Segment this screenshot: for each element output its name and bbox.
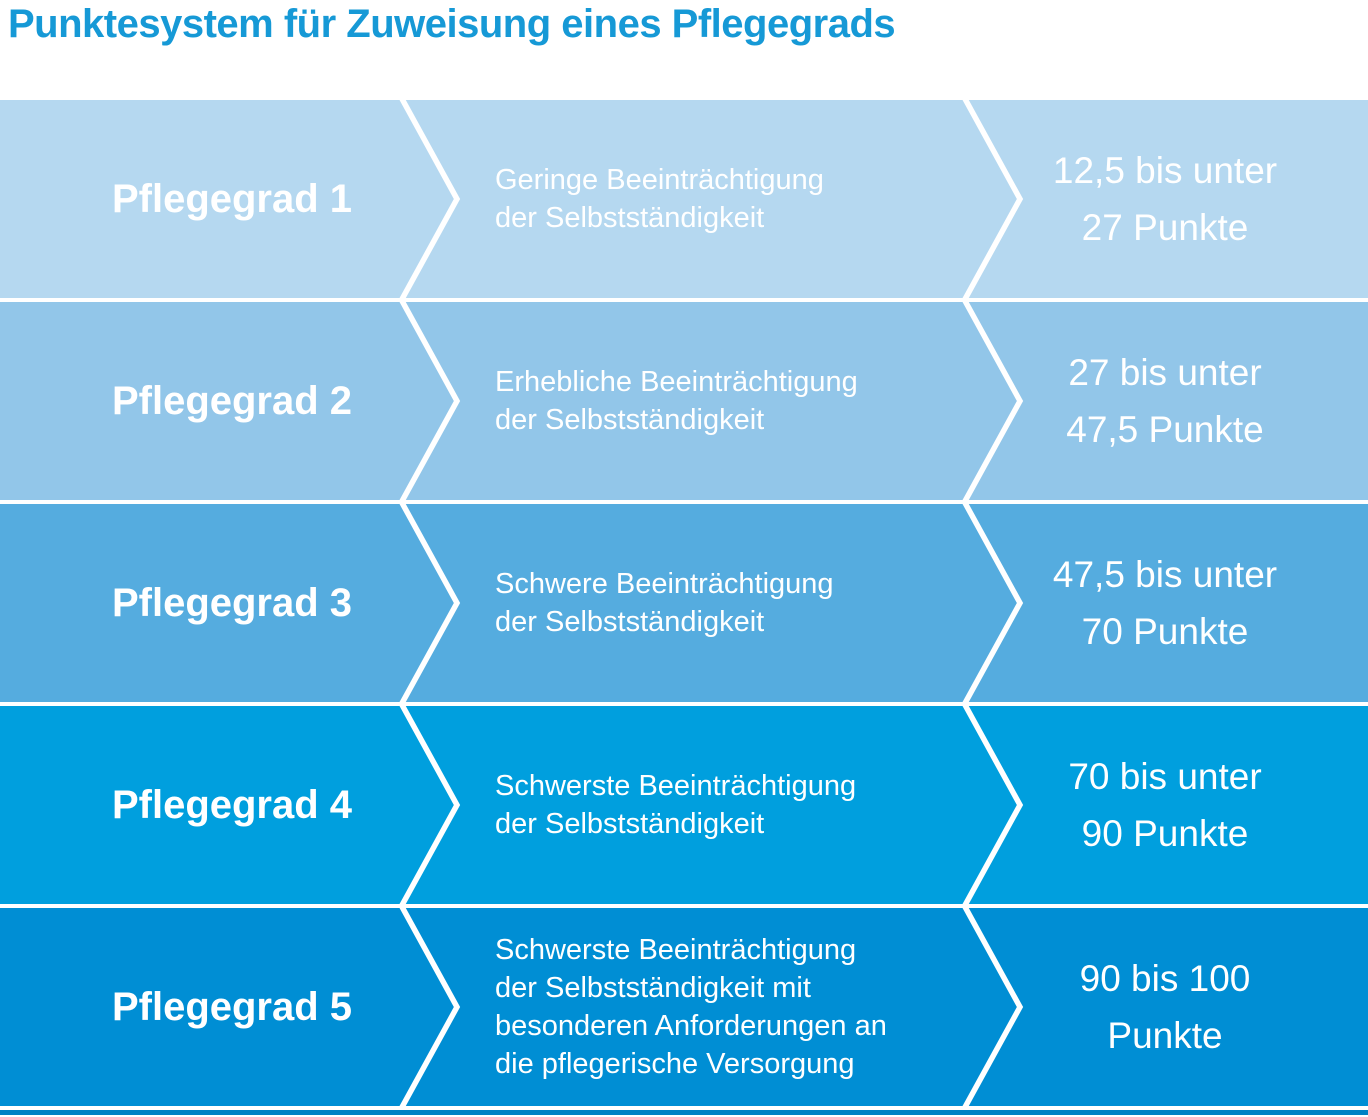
- pflegegrad-row: Pflegegrad 5 Schwerste Beeinträchtigung …: [0, 908, 1368, 1106]
- description-text: Geringe Beeinträchtigung der Selbstständ…: [495, 164, 824, 234]
- points-text: 47,5 bis unter 70 Punkte: [1052, 554, 1278, 652]
- grade-label: Pflegegrad 1: [111, 176, 353, 221]
- chevron-right-icon: [399, 504, 461, 702]
- chevron-right-icon: [962, 706, 1024, 904]
- chevron-right-icon: [399, 100, 461, 298]
- chevron-right-icon: [399, 908, 461, 1106]
- description-text: Schwere Beeinträchtigung der Selbstständ…: [495, 568, 834, 638]
- grade-label: Pflegegrad 4: [111, 782, 353, 827]
- points-text: 70 bis unter 90 Punkte: [1068, 756, 1262, 854]
- pflegegrad-row: Pflegegrad 1 Geringe Beeinträchtigung de…: [0, 100, 1368, 298]
- points-text: 12,5 bis unter 27 Punkte: [1052, 150, 1278, 248]
- description-text: Schwerste Beeinträchtigung der Selbststä…: [495, 934, 887, 1080]
- chevron-right-icon: [399, 706, 461, 904]
- pflegegrad-row: Pflegegrad 4 Schwerste Beeinträchtigung …: [0, 706, 1368, 904]
- description-text: Erhebliche Beeinträchtigung der Selbstst…: [495, 366, 858, 436]
- grade-label: Pflegegrad 2: [111, 378, 353, 423]
- care-grade-diagram: Pflegegrad 1 Geringe Beeinträchtigung de…: [0, 100, 1368, 1115]
- chevron-right-icon: [962, 100, 1024, 298]
- chevron-right-icon: [962, 302, 1024, 500]
- chevron-right-icon: [962, 504, 1024, 702]
- points-text: 90 bis 100 Punkte: [1079, 958, 1251, 1056]
- page-title: Punktesystem für Zuweisung eines Pflegeg…: [8, 2, 896, 46]
- pflegegrad-row: Pflegegrad 3 Schwere Beeinträchtigung de…: [0, 504, 1368, 702]
- grade-label: Pflegegrad 5: [111, 984, 353, 1029]
- chevron-right-icon: [962, 908, 1024, 1106]
- bottom-edge-strip: [0, 1110, 1368, 1115]
- pflegegrad-row: Pflegegrad 2 Erhebliche Beeinträchtigung…: [0, 302, 1368, 500]
- description-text: Schwerste Beeinträchtigung der Selbststä…: [495, 770, 857, 840]
- points-text: 27 bis unter 47,5 Punkte: [1066, 352, 1264, 450]
- chevron-right-icon: [399, 302, 461, 500]
- grade-label: Pflegegrad 3: [111, 580, 353, 625]
